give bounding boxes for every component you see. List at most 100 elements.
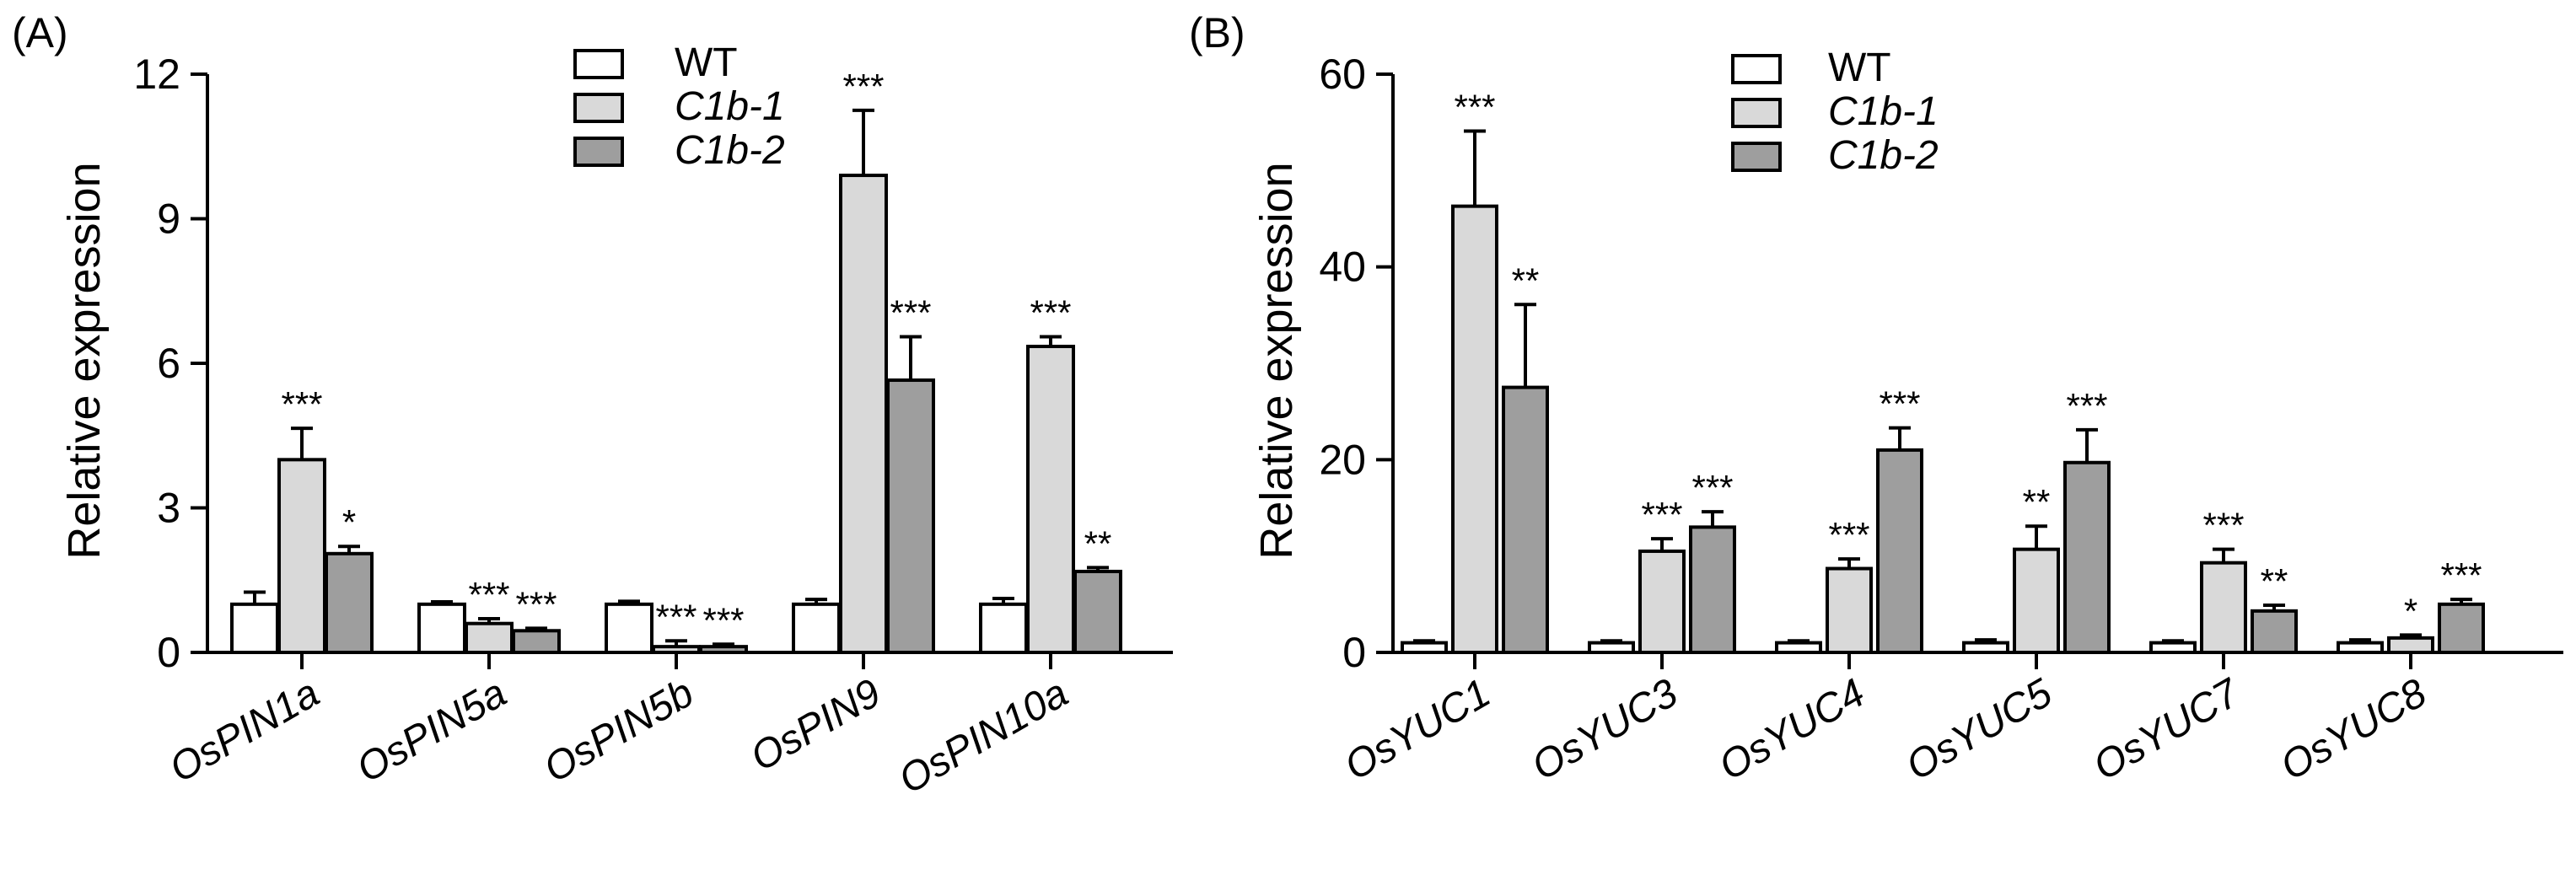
panel-a-significance-ospin5b-c1b-1: *** [655, 597, 696, 636]
panel-b-error-bar-osyuc7-c1b-1 [2213, 547, 2235, 563]
panel-b-significance-osyuc8-c1b-2: *** [2440, 555, 2482, 595]
panel-b-bar-osyuc7-c1b-2 [2251, 609, 2298, 655]
panel-b-significance-osyuc4-c1b-1: *** [1828, 515, 1869, 555]
panel-b-bar-osyuc4-c1b-2 [1876, 448, 1923, 655]
panel-a-bar-ospin1a-wt [230, 602, 279, 654]
panel-b-significance-osyuc7-c1b-1: *** [2202, 506, 2244, 545]
panel-b-y-tick-label-60: 60 [1319, 51, 1366, 98]
panel-a-error-bar-ospin9-wt [805, 598, 827, 604]
panel-a-y-axis-label: Relative expression [59, 162, 110, 559]
panel-b-significance-osyuc4-c1b-2: *** [1879, 384, 1920, 424]
panel-a-bar-ospin5b-wt [605, 602, 653, 654]
panel-a-significance-ospin9-c1b-2: *** [890, 293, 931, 333]
panel-a-bar-ospin9-c1b-1 [839, 174, 888, 655]
panel-b-legend-label-c1b-1: C1b-1 [1828, 89, 1939, 134]
panel-b-y-axis-label: Relative expression [1251, 162, 1302, 559]
panel-b-bar-osyuc1-c1b-1 [1451, 204, 1498, 655]
panel-b-bar-osyuc5-c1b-1 [2013, 547, 2060, 654]
panel-a-bar-ospin1a-c1b-2 [325, 551, 374, 655]
panel-a-error-bar-ospin5a-c1b-1 [478, 616, 500, 624]
panel-a-significance-ospin5b-c1b-2: *** [702, 600, 744, 640]
panel-b-error-bar-osyuc4-wt [1788, 639, 1810, 643]
panel-b-error-bar-osyuc1-c1b-2 [1514, 303, 1536, 388]
panel-b-error-bar-osyuc3-wt [1600, 639, 1622, 643]
panel-a-y-tick-label-3: 3 [157, 485, 180, 532]
panel-a-error-bar-ospin10a-wt [992, 596, 1014, 604]
panel-a-significance-ospin10a-c1b-1: *** [1030, 293, 1071, 333]
panel-b-error-bar-osyuc5-wt [1975, 638, 1997, 643]
panel-a-y-ticks: 0 3 6 9 12 [133, 51, 207, 676]
panel-b-legend-label-c1b-2: C1b-2 [1828, 133, 1939, 178]
panel-b-error-bar-osyuc5-c1b-1 [2025, 524, 2047, 550]
panel-a-bar-ospin9-wt [792, 602, 841, 654]
panel-b-bar-osyuc5-c1b-2 [2063, 460, 2111, 654]
panel-b-error-bar-osyuc4-c1b-2 [1889, 426, 1911, 450]
panel-a-bar-ospin5a-wt [417, 602, 466, 654]
panel-b-label: (B) [1189, 9, 1245, 56]
panel-b-bar-osyuc3-c1b-1 [1638, 549, 1686, 655]
panel-b-error-bar-osyuc5-c1b-2 [2076, 427, 2098, 463]
panel-a-bars [230, 174, 1122, 655]
panel-b-y-tick-label-20: 20 [1319, 436, 1366, 483]
panel-b-legend-swatch-wt [1731, 54, 1782, 84]
panel-b-y-tick-label-0: 0 [1342, 629, 1366, 676]
panel-a-error-bar-ospin5b-c1b-1 [665, 639, 687, 647]
panel-a-error-bars [244, 108, 1109, 647]
panel-b-significance-osyuc5-c1b-2: *** [2066, 386, 2107, 426]
panel-a-error-bar-ospin1a-c1b-1 [291, 427, 313, 460]
panel-a-significance-ospin9-c1b-1: *** [842, 67, 884, 106]
panel-a-label: (A) [12, 9, 68, 56]
panel-b-significance-osyuc8-c1b-1: * [2404, 591, 2417, 630]
panel-a-significance-ospin10a-c1b-2: ** [1084, 523, 1112, 563]
panel-b-legend-swatch-c1b-2 [1731, 142, 1782, 172]
panel-a-bar-ospin10a-wt [979, 602, 1028, 654]
panel-a-bar-ospin5a-c1b-2 [512, 629, 561, 655]
panel-b-error-bar-osyuc4-c1b-1 [1838, 557, 1860, 569]
panel-b-bar-osyuc3-c1b-2 [1689, 525, 1736, 654]
panel-a-bar-ospin5a-c1b-1 [465, 621, 514, 655]
panel-b-bar-osyuc8-c1b-1 [2387, 636, 2434, 654]
panel-a-error-bar-ospin5b-wt [618, 599, 640, 604]
panel-a-error-bar-ospin5a-wt [431, 599, 453, 604]
panel-b-error-bar-osyuc1-c1b-1 [1464, 129, 1486, 207]
panel-b-significance-osyuc1-c1b-1: *** [1454, 87, 1495, 126]
panel-b-bar-osyuc4-c1b-1 [1826, 566, 1873, 655]
panel-a-error-bar-ospin5a-c1b-2 [525, 626, 547, 631]
panel-a-y-tick-label-9: 9 [157, 196, 180, 243]
panel-a-bar-ospin9-c1b-2 [886, 378, 935, 654]
panel-b-legend-swatch-c1b-1 [1731, 98, 1782, 128]
panel-a-error-bar-ospin9-c1b-2 [900, 335, 922, 381]
panel-b-bar-osyuc7-c1b-1 [2200, 561, 2247, 654]
panel-b-y-tick-label-40: 40 [1319, 244, 1366, 291]
panel-b-y-ticks: 0 20 40 60 [1319, 51, 1393, 676]
panel-a-significance-ospin5a-c1b-1: *** [468, 575, 509, 614]
panel-b-error-bar-osyuc1-wt [1413, 639, 1435, 643]
panel-a-y-tick-label-6: 6 [157, 340, 180, 387]
panel-a-legend-label-c1b-1: C1b-1 [675, 84, 785, 129]
panel-b-error-bar-osyuc7-c1b-2 [2263, 603, 2285, 611]
panel-a-legend-swatch-c1b-2 [573, 137, 624, 167]
panel-a-legend-label-wt: WT [675, 40, 738, 85]
panel-b-significance-osyuc5-c1b-1: ** [2023, 482, 2051, 522]
panel-a-legend-label-c1b-2: C1b-2 [675, 128, 785, 173]
panel-a-error-bar-ospin10a-c1b-1 [1040, 335, 1062, 346]
panel-b-significance-labels: ******************************* [1454, 87, 2482, 630]
panel-a-y-tick-label-0: 0 [157, 629, 180, 676]
panel-a-significance-labels: ******* *** *** ********* ***** [281, 67, 1111, 640]
panel-a-legend-swatch-wt [573, 49, 624, 79]
panel-b-error-bar-osyuc8-c1b-2 [2450, 598, 2472, 604]
panel-a-bar-ospin1a-c1b-1 [277, 458, 326, 654]
panel-a-significance-ospin1a-c1b-2: * [342, 502, 356, 542]
panel-a-bar-ospin10a-c1b-2 [1073, 569, 1122, 655]
panel-a-error-bar-ospin1a-c1b-2 [338, 545, 360, 554]
panel-b-legend-label-wt: WT [1828, 46, 1891, 90]
panel-b-error-bar-osyuc3-c1b-2 [1702, 510, 1724, 528]
panel-a-error-bar-ospin5b-c1b-2 [713, 642, 734, 647]
panel-b-significance-osyuc3-c1b-2: *** [1691, 468, 1733, 507]
panel-b-error-bar-osyuc3-c1b-1 [1651, 537, 1673, 551]
panel-a-error-bar-ospin10a-c1b-2 [1087, 566, 1109, 571]
panel-a-legend-swatch-c1b-1 [573, 93, 624, 123]
